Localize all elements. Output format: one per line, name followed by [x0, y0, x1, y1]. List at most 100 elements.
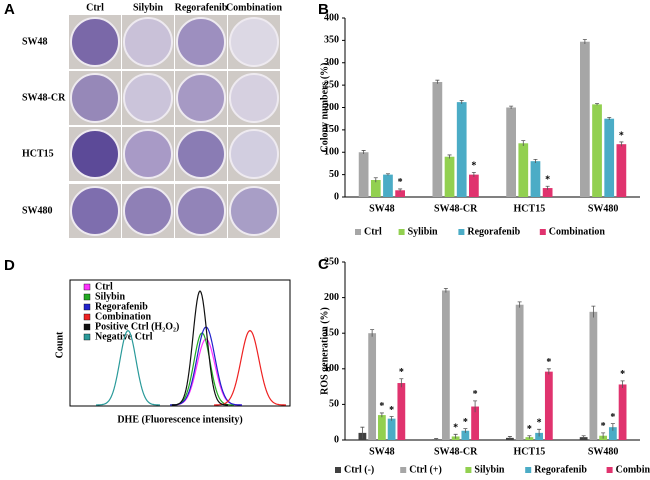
error-bar — [582, 39, 587, 44]
bar — [432, 81, 443, 197]
legend-label: Ctrl — [95, 281, 113, 292]
legend-swatch — [606, 467, 613, 473]
bar — [395, 190, 405, 197]
bar — [515, 304, 524, 440]
bar — [506, 107, 516, 197]
error-bar — [509, 105, 514, 109]
bar — [456, 102, 467, 197]
legend-label: Ctrl (+) — [409, 464, 442, 475]
bar — [518, 143, 529, 197]
error-bar — [619, 141, 624, 147]
plate — [176, 17, 226, 67]
histogram-curve — [170, 338, 242, 406]
x-tick-label: SW48-CR — [434, 203, 478, 214]
bar — [616, 144, 627, 197]
error-bar — [434, 438, 439, 440]
y-tick-label: 400 — [324, 12, 339, 23]
y-tick-label: 250 — [324, 79, 339, 90]
y-tick-label: 350 — [324, 35, 339, 46]
histogram-curve — [214, 329, 286, 406]
significance-marker: * — [379, 401, 384, 412]
significance-marker: * — [546, 357, 551, 368]
error-bar — [435, 79, 440, 84]
column-label: Regorafenib — [175, 2, 228, 13]
column-label: Combination — [226, 2, 283, 13]
error-bar — [453, 433, 458, 439]
x-tick-label: HCT15 — [514, 203, 546, 214]
bar — [608, 427, 617, 440]
legend-swatch — [83, 313, 91, 321]
legend-swatch — [400, 467, 407, 473]
significance-marker: * — [398, 177, 403, 188]
error-bar — [459, 99, 464, 104]
bar — [397, 383, 406, 440]
x-tick-label: SW48-CR — [434, 446, 478, 457]
plate — [123, 186, 173, 236]
x-tick-label: SW48 — [369, 203, 395, 214]
bar — [368, 333, 377, 440]
error-bar — [379, 412, 384, 418]
bar — [530, 161, 541, 197]
legend-label: Combination — [616, 464, 650, 475]
bar — [461, 430, 470, 440]
legend-swatch — [83, 303, 91, 311]
panel-letter: A — [4, 1, 15, 18]
error-bar — [581, 435, 586, 439]
row-label: HCT15 — [22, 148, 54, 159]
bar — [441, 290, 450, 440]
row-label: SW48 — [22, 36, 48, 47]
legend-label: Combination — [549, 226, 606, 237]
y-tick-label: 100 — [324, 147, 339, 158]
y-tick-label: 50 — [329, 399, 339, 410]
legend-swatch — [458, 229, 465, 235]
error-bar — [443, 287, 448, 293]
plate — [176, 186, 226, 236]
error-bar — [360, 426, 365, 439]
error-bar — [507, 436, 512, 440]
plate — [70, 73, 120, 123]
y-tick-label: 150 — [324, 327, 339, 338]
plate — [229, 73, 279, 123]
legend-swatch — [355, 229, 361, 235]
error-bar — [361, 150, 366, 155]
significance-marker: * — [471, 161, 476, 172]
plate — [176, 129, 226, 179]
plate — [229, 186, 279, 236]
error-bar — [389, 416, 394, 421]
error-bar — [595, 103, 600, 106]
legend-swatch — [83, 333, 91, 341]
legend-label: Positive Ctrl (H₂O₂) — [95, 321, 179, 332]
plate — [123, 129, 173, 179]
x-tick-label: SW480 — [588, 446, 619, 457]
bar — [444, 156, 455, 197]
x-tick-label: HCT15 — [514, 446, 546, 457]
legend-swatch — [335, 467, 341, 473]
error-bar — [517, 301, 522, 308]
error-bar — [385, 173, 390, 176]
y-tick-label: 200 — [324, 102, 339, 113]
y-tick-label: 250 — [324, 256, 339, 267]
bar — [618, 384, 627, 440]
plate — [123, 73, 173, 123]
significance-marker: * — [537, 418, 542, 429]
bar — [469, 174, 479, 197]
bar — [589, 311, 598, 440]
plate — [229, 129, 279, 179]
histogram-curve — [96, 329, 160, 406]
x-tick-label: SW480 — [588, 203, 619, 214]
legend-label: Ctrl (-) — [344, 464, 374, 475]
error-bar — [537, 428, 542, 437]
significance-marker: * — [389, 405, 394, 416]
row-label: SW48-CR — [22, 92, 66, 103]
significance-marker: * — [545, 175, 550, 186]
legend-label: Silybin — [474, 464, 504, 475]
panel-letter: B — [318, 1, 329, 18]
y-tick-label: 200 — [324, 292, 339, 303]
bar — [377, 415, 386, 440]
significance-marker: * — [527, 424, 532, 435]
column-label: Silybin — [133, 2, 163, 13]
plate — [123, 17, 173, 67]
y-tick-label: 0 — [334, 434, 339, 445]
legend-label: Regorafenib — [467, 226, 520, 237]
